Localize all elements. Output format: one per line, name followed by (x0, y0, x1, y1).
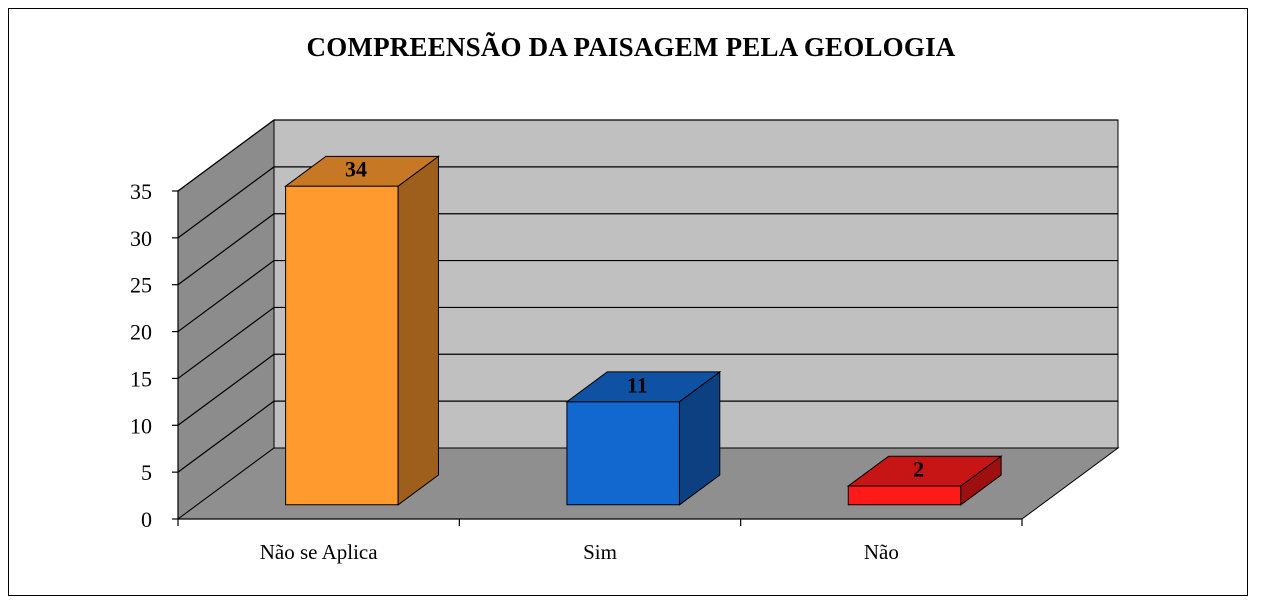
data-label: 11 (627, 372, 648, 397)
y-tick-label: 25 (130, 273, 152, 298)
x-tick-label: Sim (583, 540, 617, 564)
y-tick-labels: 0 5 10 15 20 25 30 35 (130, 179, 152, 532)
axes (172, 190, 1023, 526)
bar-top (565, 371, 722, 403)
data-label: 34 (345, 157, 367, 182)
gridline-side (177, 119, 275, 192)
data-labels: 34 11 2 (345, 157, 924, 482)
bar-top (284, 155, 440, 187)
bar (565, 370, 722, 506)
y-tick-label: 5 (141, 460, 152, 485)
gridline-side (177, 213, 275, 286)
x-tick-label: Não se Aplica (260, 540, 378, 564)
y-tick-label: 0 (141, 507, 152, 532)
bar-top (846, 455, 1003, 487)
bar-front (566, 401, 680, 506)
bar-front (285, 185, 399, 506)
bar-side (397, 155, 439, 506)
data-label: 2 (913, 457, 924, 482)
x-tick-label: Não (864, 540, 899, 564)
bar (284, 155, 440, 506)
x-tick-labels: Não se Aplica Sim Não (260, 540, 899, 564)
bar-front (847, 485, 962, 506)
gridline-side (177, 166, 275, 239)
gridline-side (177, 400, 275, 473)
bars (284, 155, 1003, 506)
gridline-side (177, 306, 275, 379)
gridline-side (177, 260, 275, 333)
y-tick-label: 35 (130, 179, 152, 204)
y-tick-label: 10 (130, 413, 152, 438)
bar (846, 455, 1003, 506)
y-tick-label: 15 (130, 366, 152, 391)
chart-title: COMPREENSÃO DA PAISAGEM PELA GEOLOGIA (306, 32, 956, 62)
gridline-side (177, 353, 275, 426)
y-tick-label: 30 (130, 226, 152, 251)
y-tick-label: 20 (130, 320, 152, 345)
